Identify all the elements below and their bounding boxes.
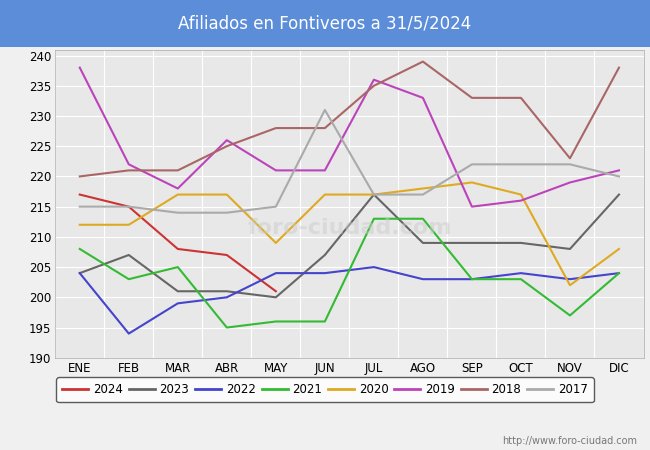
Legend: 2024, 2023, 2022, 2021, 2020, 2019, 2018, 2017: 2024, 2023, 2022, 2021, 2020, 2019, 2018… — [57, 377, 593, 402]
Text: http://www.foro-ciudad.com: http://www.foro-ciudad.com — [502, 436, 637, 446]
Text: foro-ciudad.com: foro-ciudad.com — [247, 218, 452, 239]
Text: Afiliados en Fontiveros a 31/5/2024: Afiliados en Fontiveros a 31/5/2024 — [178, 14, 472, 33]
